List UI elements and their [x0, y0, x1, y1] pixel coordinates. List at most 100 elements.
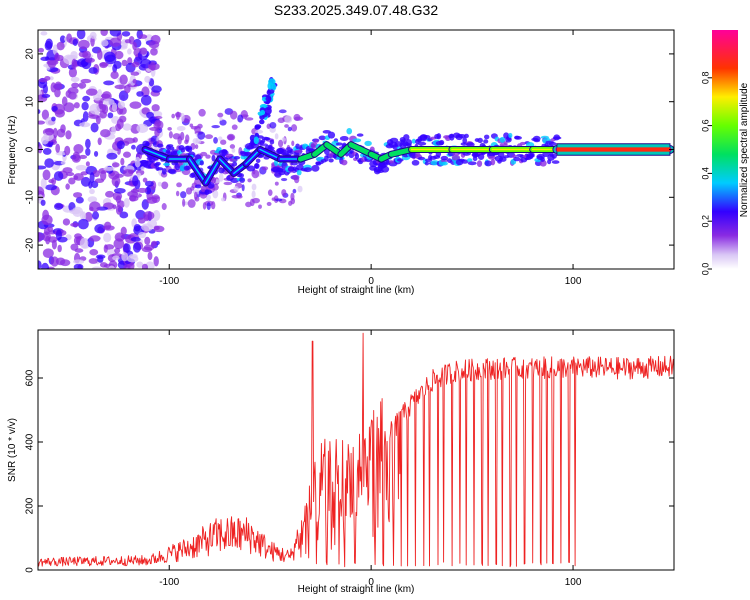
speckle-blob — [244, 117, 254, 121]
ridge-halo — [233, 156, 241, 160]
ridge-halo — [157, 143, 164, 148]
speckle-blob — [117, 101, 126, 109]
speckle-blob — [82, 111, 89, 122]
y-tick-label: 20 — [25, 48, 36, 60]
speckle-blob — [200, 151, 208, 157]
speckle-blob — [102, 98, 115, 106]
speckle-blob — [41, 262, 50, 269]
ridge-halo — [396, 158, 404, 162]
speckle-blob — [54, 52, 60, 62]
speckle-blob — [65, 172, 75, 177]
snr-series-line — [38, 332, 674, 568]
speckle-blob — [75, 164, 88, 171]
speckle-blob — [96, 254, 106, 259]
speckle-blob — [153, 225, 160, 231]
snr-x-label: Height of straight line (km) — [298, 584, 415, 595]
ridge-halo — [339, 136, 349, 141]
ridge-halo — [440, 155, 449, 161]
speckle-blob — [51, 177, 57, 186]
speckle-blob — [271, 197, 276, 201]
ridge-halo — [239, 177, 246, 183]
speckle-blob — [204, 134, 214, 140]
branch-point — [254, 124, 262, 129]
speckle-blob — [135, 209, 146, 220]
ridge-halo — [417, 156, 426, 161]
branch-point — [265, 96, 272, 102]
speckle-blob — [277, 139, 284, 148]
speckle-blob — [119, 211, 129, 219]
ridge-halo — [246, 165, 256, 172]
ridge-halo — [503, 141, 508, 145]
speckle-blob — [176, 126, 186, 132]
ridge-halo — [314, 139, 319, 143]
speckle-blob — [62, 167, 73, 174]
speckle-blob — [40, 31, 48, 36]
speckle-blob — [89, 249, 99, 256]
speckle-blob — [147, 219, 158, 228]
speckle-blob — [217, 112, 224, 118]
ridge-core — [204, 158, 221, 184]
speckle-blob — [70, 76, 80, 83]
x-tick-label: 0 — [368, 577, 374, 588]
ridge-halo — [199, 160, 204, 166]
speckle-blob — [116, 140, 125, 150]
speckle-blob — [130, 188, 139, 193]
speckle-blob — [99, 262, 108, 268]
ridge-core — [259, 148, 282, 160]
ridge-halo — [179, 164, 186, 172]
speckle-blob — [38, 232, 43, 243]
speckle-blob — [80, 176, 91, 187]
ridge-halo — [476, 160, 483, 168]
ridge-halo — [436, 133, 442, 140]
ridge-halo — [354, 152, 360, 160]
speckle-blob — [122, 123, 132, 131]
x-tick-label: 100 — [565, 276, 582, 287]
speckle-blob — [49, 76, 54, 81]
ridge-core — [144, 148, 170, 160]
ridge-halo — [483, 134, 490, 140]
speckle-blob — [132, 78, 137, 84]
ridge-halo — [311, 164, 320, 172]
colorbar: 0.0 0.2 0.4 0.6 0.8 Normalized spectral ampl… — [700, 30, 750, 275]
speckle-blob — [52, 44, 58, 55]
speckle-blob — [73, 143, 84, 154]
speckle-blob — [65, 183, 70, 190]
speckle-blob — [233, 186, 239, 192]
speckle-blob — [92, 211, 100, 220]
ridge-halo — [424, 161, 430, 166]
speckle-blob — [130, 71, 140, 76]
speckle-blob — [116, 118, 124, 130]
speckle-blob — [291, 140, 295, 147]
speckle-blob — [100, 30, 108, 37]
speckle-blob — [118, 90, 129, 102]
speckle-blob — [65, 130, 72, 140]
speckle-blob — [152, 209, 161, 221]
speckle-blob — [75, 196, 84, 204]
speckle-blob — [281, 189, 287, 196]
ridge-halo — [186, 147, 193, 153]
speckle-blob — [45, 184, 57, 191]
speckle-blob — [137, 187, 148, 194]
speckle-blob — [255, 129, 264, 134]
speckle-blob — [93, 150, 99, 157]
ridge-halo — [423, 135, 431, 139]
spectral-ridge — [139, 76, 674, 196]
ridge-halo — [551, 153, 557, 159]
ridge-halo — [327, 131, 336, 139]
speckle-blob — [55, 229, 63, 241]
speckle-blob — [78, 39, 90, 50]
speckle-blob — [182, 198, 186, 207]
speckle-blob — [229, 144, 236, 149]
speckle-blob — [123, 137, 136, 144]
speckle-blob — [45, 235, 51, 245]
speckle-blob — [237, 114, 244, 123]
speckle-blob — [78, 82, 87, 89]
colorbar-axis: 0.0 0.2 0.4 0.6 0.8 — [700, 72, 712, 275]
speckle-blob — [101, 104, 109, 115]
ridge-halo — [303, 167, 312, 173]
speckle-blob — [171, 113, 175, 119]
speckle-blob — [176, 111, 180, 121]
speckle-blob — [99, 62, 108, 69]
ridge-halo — [294, 149, 303, 153]
